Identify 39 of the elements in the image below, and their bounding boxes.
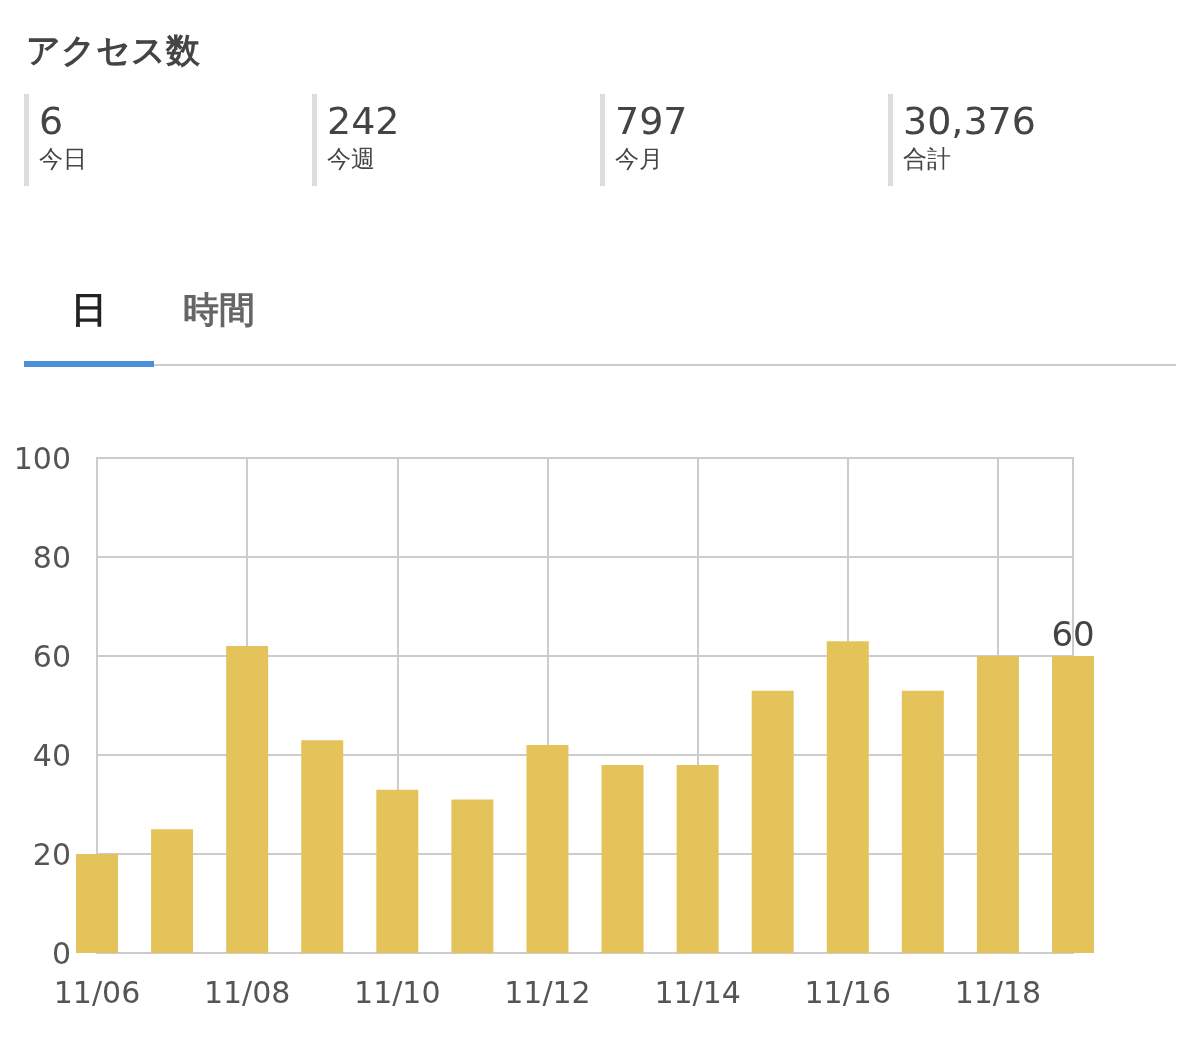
text: 797 (615, 98, 689, 144)
y-tick-label: 0 (51, 935, 71, 971)
text: アクセス数 (26, 29, 200, 72)
x-tick-label: 11/14 (654, 974, 741, 1010)
x-tick-label: 11/10 (354, 974, 441, 1010)
y-tick-label: 40 (32, 737, 71, 773)
text: 242 (327, 98, 401, 144)
bar (676, 764, 719, 953)
x-tick-label: 11/08 (203, 974, 291, 1010)
y-tick-label: 100 (13, 440, 71, 476)
y-tick-label: 60 (32, 638, 71, 674)
text: 30,376 (903, 98, 1037, 144)
bar (226, 646, 269, 953)
x-tick-label: 11/16 (804, 974, 891, 1010)
bar (301, 740, 344, 953)
bar (751, 690, 794, 953)
bar (451, 799, 494, 953)
bar (901, 690, 944, 953)
bar (826, 641, 869, 953)
bar (376, 789, 419, 953)
bar (1052, 656, 1094, 953)
x-tick-label: 11/06 (53, 974, 141, 1010)
bar (76, 854, 118, 953)
text: 今週 (327, 144, 376, 174)
x-tick-label: 11/18 (954, 974, 1042, 1010)
text: 今日 (39, 144, 88, 174)
y-tick-label: 20 (32, 836, 71, 872)
text: 時間 (182, 288, 256, 332)
x-tick-label: 11/12 (504, 974, 591, 1010)
data-label: 60 (1051, 614, 1095, 654)
text: 6 (39, 98, 65, 144)
y-tick-label: 80 (32, 539, 71, 575)
text: 日 (70, 288, 108, 332)
text: 合計 (903, 144, 952, 174)
bar (976, 656, 1019, 953)
text: 今月 (615, 144, 664, 174)
bar (526, 745, 569, 953)
bar (601, 764, 644, 953)
bar (151, 829, 194, 953)
